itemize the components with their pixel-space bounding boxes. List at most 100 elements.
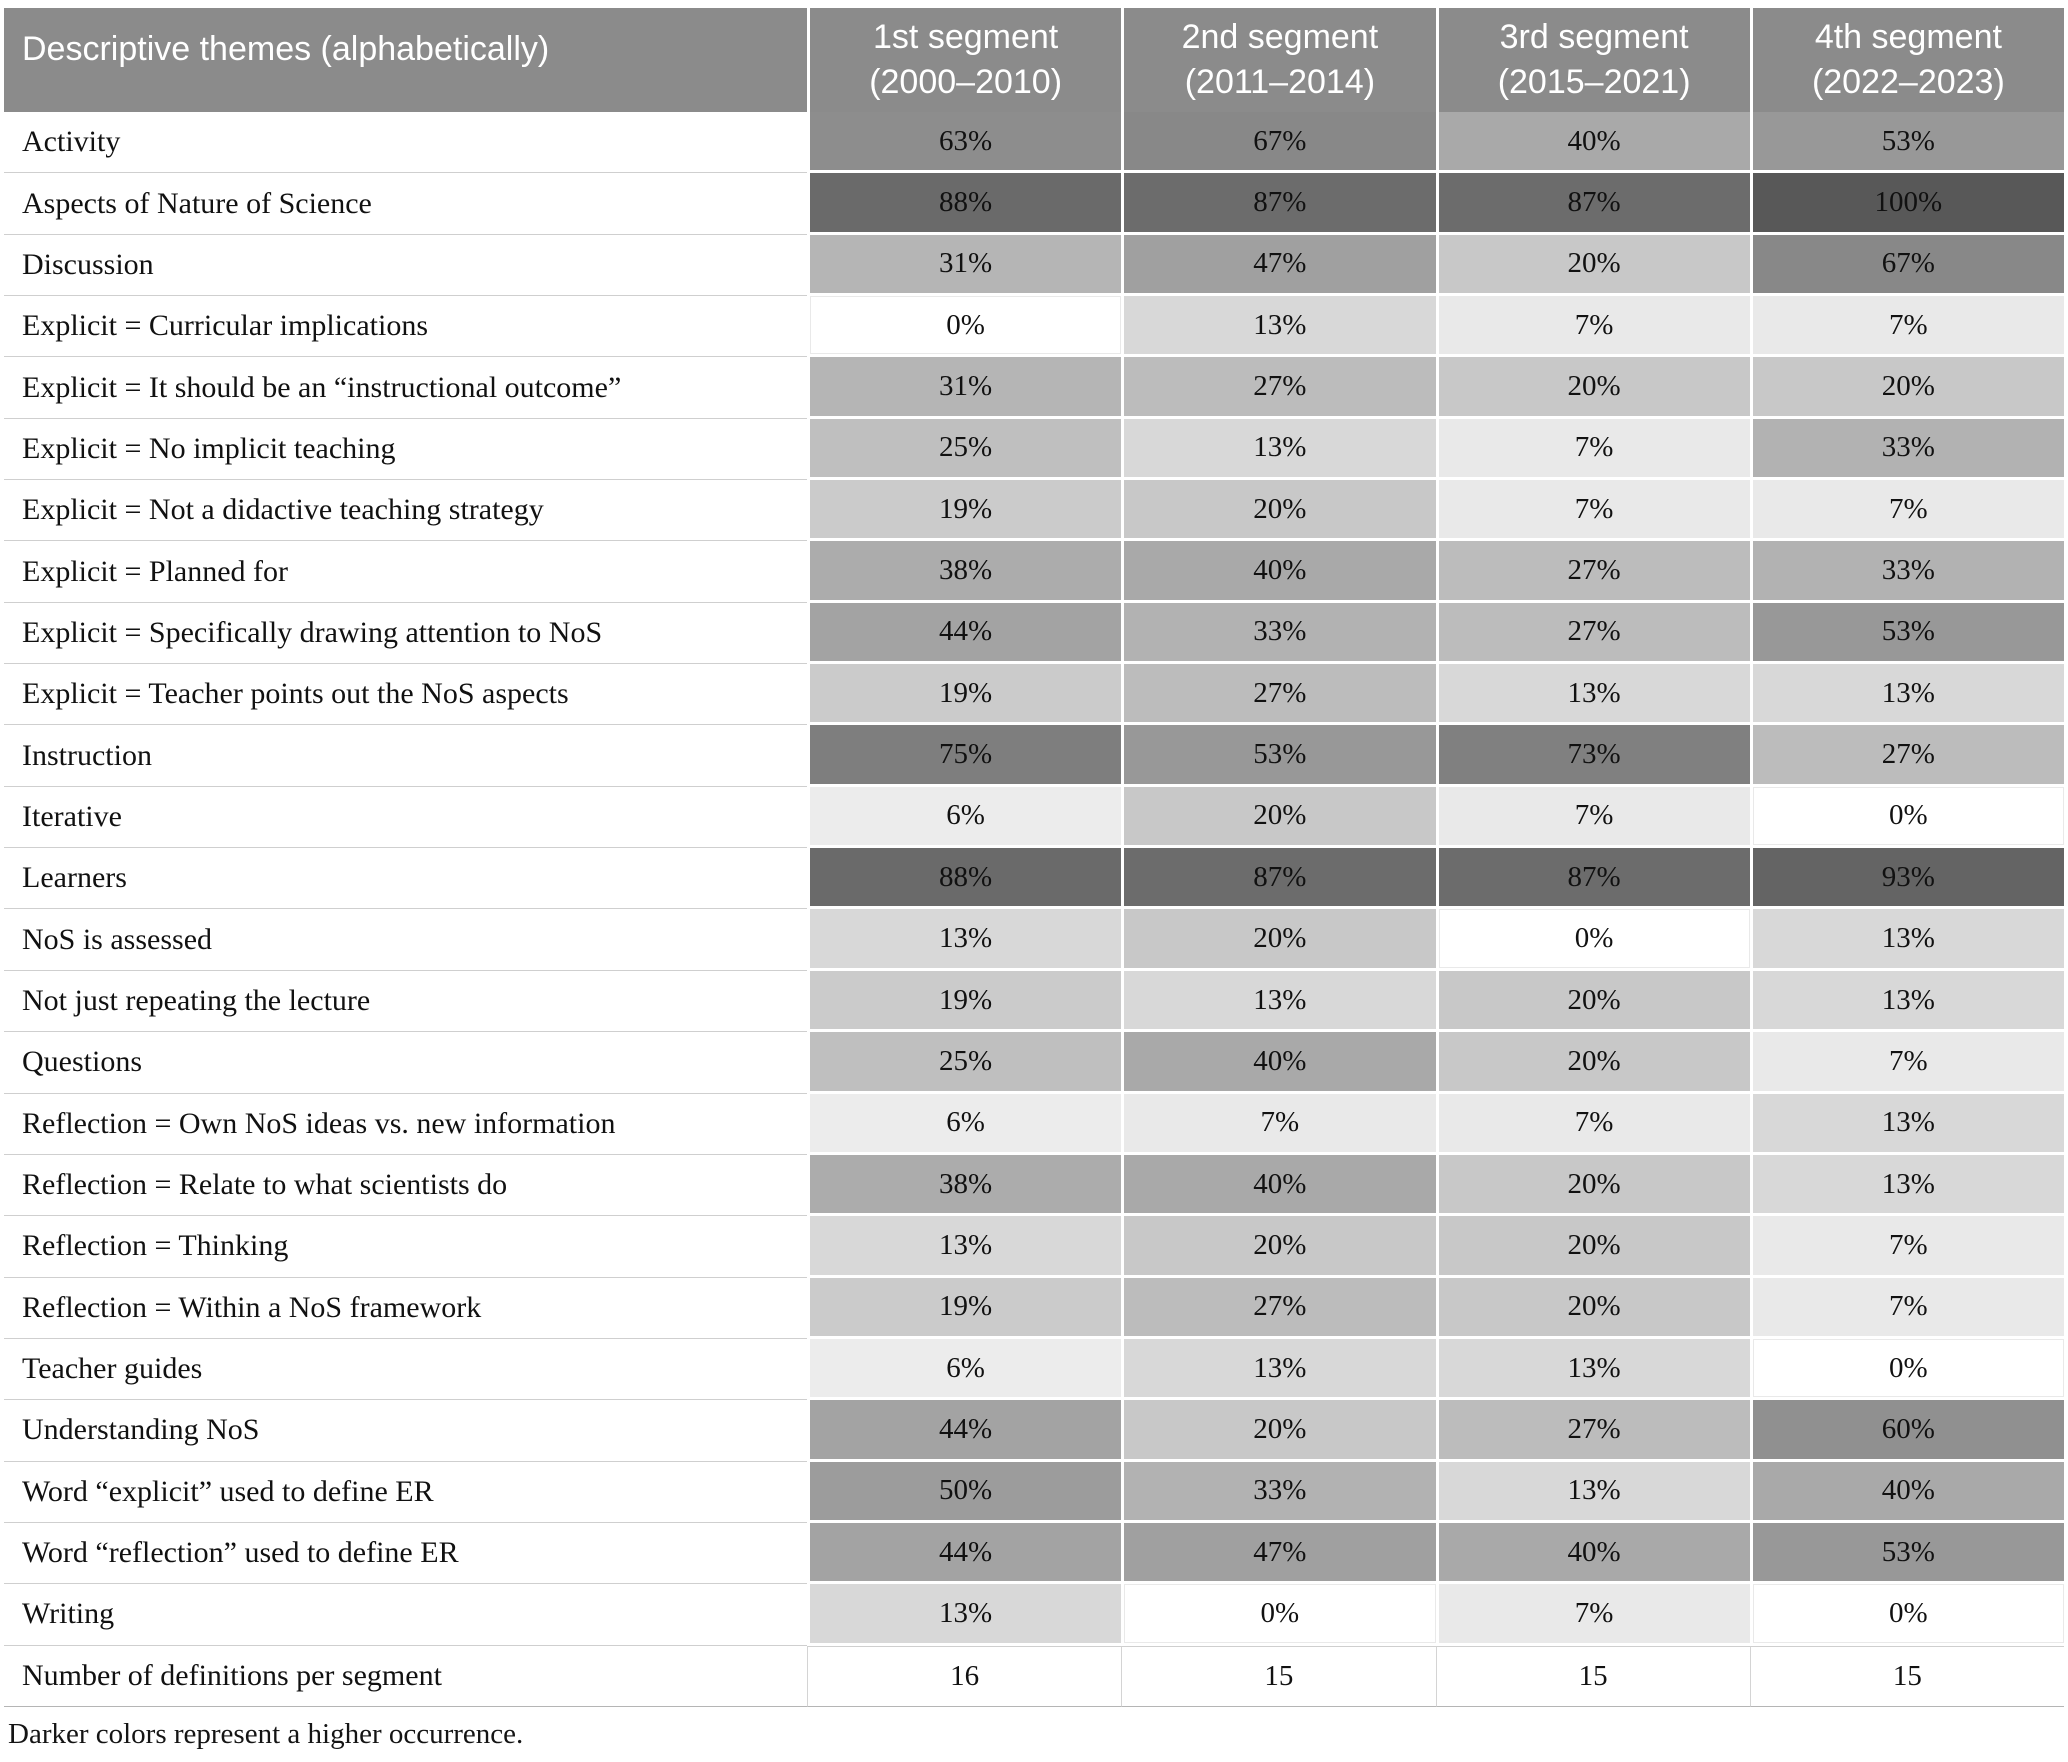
value-cell: 13% bbox=[1435, 664, 1750, 726]
value-cell: 67% bbox=[1749, 234, 2064, 297]
value-cell: 25% bbox=[807, 418, 1122, 481]
value-cell: 13% bbox=[1121, 296, 1436, 358]
value-cell: 40% bbox=[1435, 112, 1750, 174]
value-cell: 20% bbox=[1749, 357, 2064, 419]
value-cell: 20% bbox=[1435, 1032, 1750, 1094]
value-cell: 15 bbox=[1121, 1645, 1436, 1707]
theme-cell: Explicit = Planned for bbox=[4, 541, 807, 603]
value-cell: 47% bbox=[1121, 234, 1436, 297]
theme-cell: Reflection = Thinking bbox=[4, 1216, 807, 1278]
value-cell: 20% bbox=[1435, 970, 1750, 1033]
theme-cell: Explicit = It should be an “instructiona… bbox=[4, 357, 807, 419]
segment-3-years: (2015–2021) bbox=[1497, 63, 1691, 101]
value-cell: 44% bbox=[807, 1400, 1122, 1462]
column-header-segment-1: 1st segment (2000–2010) bbox=[807, 8, 1122, 112]
value-cell: 20% bbox=[1435, 234, 1750, 297]
value-cell: 6% bbox=[807, 1338, 1122, 1401]
value-cell: 7% bbox=[1121, 1093, 1436, 1155]
value-cell: 0% bbox=[1121, 1584, 1436, 1646]
theme-cell: Explicit = Curricular implications bbox=[4, 296, 807, 358]
value-cell: 87% bbox=[1435, 848, 1750, 910]
theme-cell: Activity bbox=[4, 112, 807, 174]
value-cell: 19% bbox=[807, 970, 1122, 1033]
value-cell: 38% bbox=[807, 1154, 1122, 1217]
value-cell: 40% bbox=[1121, 541, 1436, 603]
value-cell: 13% bbox=[1121, 418, 1436, 481]
value-cell: 44% bbox=[807, 602, 1122, 665]
value-cell: 27% bbox=[1121, 664, 1436, 726]
value-cell: 13% bbox=[1749, 970, 2064, 1033]
value-cell: 73% bbox=[1435, 725, 1750, 787]
value-cell: 40% bbox=[1121, 1154, 1436, 1217]
theme-cell: Reflection = Own NoS ideas vs. new infor… bbox=[4, 1093, 807, 1155]
value-cell: 15 bbox=[1749, 1645, 2064, 1707]
value-cell: 7% bbox=[1749, 1032, 2064, 1094]
value-cell: 40% bbox=[1435, 1522, 1750, 1585]
segment-2-years: (2011–2014) bbox=[1184, 63, 1376, 101]
value-cell: 7% bbox=[1435, 1584, 1750, 1646]
value-cell: 33% bbox=[1749, 541, 2064, 603]
theme-cell: Aspects of Nature of Science bbox=[4, 173, 807, 235]
value-cell: 27% bbox=[1121, 357, 1436, 419]
value-cell: 13% bbox=[807, 909, 1122, 971]
value-cell: 7% bbox=[1749, 1216, 2064, 1278]
theme-cell: Reflection = Within a NoS framework bbox=[4, 1277, 807, 1339]
value-cell: 53% bbox=[1121, 725, 1436, 787]
value-cell: 87% bbox=[1435, 173, 1750, 235]
theme-cell: Teacher guides bbox=[4, 1338, 807, 1401]
value-cell: 13% bbox=[1435, 1461, 1750, 1523]
value-cell: 7% bbox=[1749, 296, 2064, 358]
value-cell: 20% bbox=[1121, 480, 1436, 542]
value-cell: 20% bbox=[1121, 1400, 1436, 1462]
value-cell: 0% bbox=[1749, 786, 2064, 849]
theme-cell: Explicit = Not a didactive teaching stra… bbox=[4, 480, 807, 542]
value-cell: 47% bbox=[1121, 1522, 1436, 1585]
theme-cell: Explicit = Specifically drawing attentio… bbox=[4, 602, 807, 665]
value-cell: 44% bbox=[807, 1522, 1122, 1585]
segment-4-years: (2022–2023) bbox=[1811, 63, 2005, 101]
value-cell: 19% bbox=[807, 664, 1122, 726]
value-cell: 38% bbox=[807, 541, 1122, 603]
segment-1-years: (2000–2010) bbox=[869, 63, 1063, 101]
theme-cell: Writing bbox=[4, 1584, 807, 1646]
value-cell: 0% bbox=[807, 296, 1122, 358]
segment-1-title: 1st segment bbox=[873, 18, 1059, 57]
value-cell: 20% bbox=[1121, 786, 1436, 849]
value-cell: 20% bbox=[1435, 1277, 1750, 1339]
theme-cell: Learners bbox=[4, 848, 807, 910]
value-cell: 13% bbox=[1749, 1154, 2064, 1217]
value-cell: 0% bbox=[1435, 909, 1750, 971]
value-cell: 6% bbox=[807, 786, 1122, 849]
value-cell: 63% bbox=[807, 112, 1122, 174]
value-cell: 33% bbox=[1121, 602, 1436, 665]
value-cell: 13% bbox=[1435, 1338, 1750, 1401]
value-cell: 7% bbox=[1749, 480, 2064, 542]
value-cell: 67% bbox=[1121, 112, 1436, 174]
value-cell: 15 bbox=[1435, 1645, 1750, 1707]
theme-cell: Not just repeating the lecture bbox=[4, 970, 807, 1033]
value-cell: 27% bbox=[1435, 1400, 1750, 1462]
value-cell: 27% bbox=[1121, 1277, 1436, 1339]
value-cell: 100% bbox=[1749, 173, 2064, 235]
value-cell: 20% bbox=[1435, 357, 1750, 419]
segment-2-title: 2nd segment bbox=[1181, 18, 1379, 57]
value-cell: 53% bbox=[1749, 1522, 2064, 1585]
themes-heatmap-table: Descriptive themes (alphabetically) 1st … bbox=[4, 8, 2064, 1707]
column-header-segment-3: 3rd segment (2015–2021) bbox=[1435, 8, 1750, 112]
value-cell: 50% bbox=[807, 1461, 1122, 1523]
value-cell: 75% bbox=[807, 725, 1122, 787]
value-cell: 40% bbox=[1121, 1032, 1436, 1094]
value-cell: 27% bbox=[1435, 602, 1750, 665]
value-cell: 88% bbox=[807, 848, 1122, 910]
value-cell: 25% bbox=[807, 1032, 1122, 1094]
value-cell: 33% bbox=[1749, 418, 2064, 481]
value-cell: 20% bbox=[1435, 1154, 1750, 1217]
value-cell: 16 bbox=[807, 1645, 1122, 1707]
value-cell: 13% bbox=[1749, 1093, 2064, 1155]
value-cell: 7% bbox=[1749, 1277, 2064, 1339]
theme-cell: Word “reflection” used to define ER bbox=[4, 1522, 807, 1585]
value-cell: 88% bbox=[807, 173, 1122, 235]
value-cell: 53% bbox=[1749, 112, 2064, 174]
value-cell: 7% bbox=[1435, 418, 1750, 481]
value-cell: 31% bbox=[807, 357, 1122, 419]
